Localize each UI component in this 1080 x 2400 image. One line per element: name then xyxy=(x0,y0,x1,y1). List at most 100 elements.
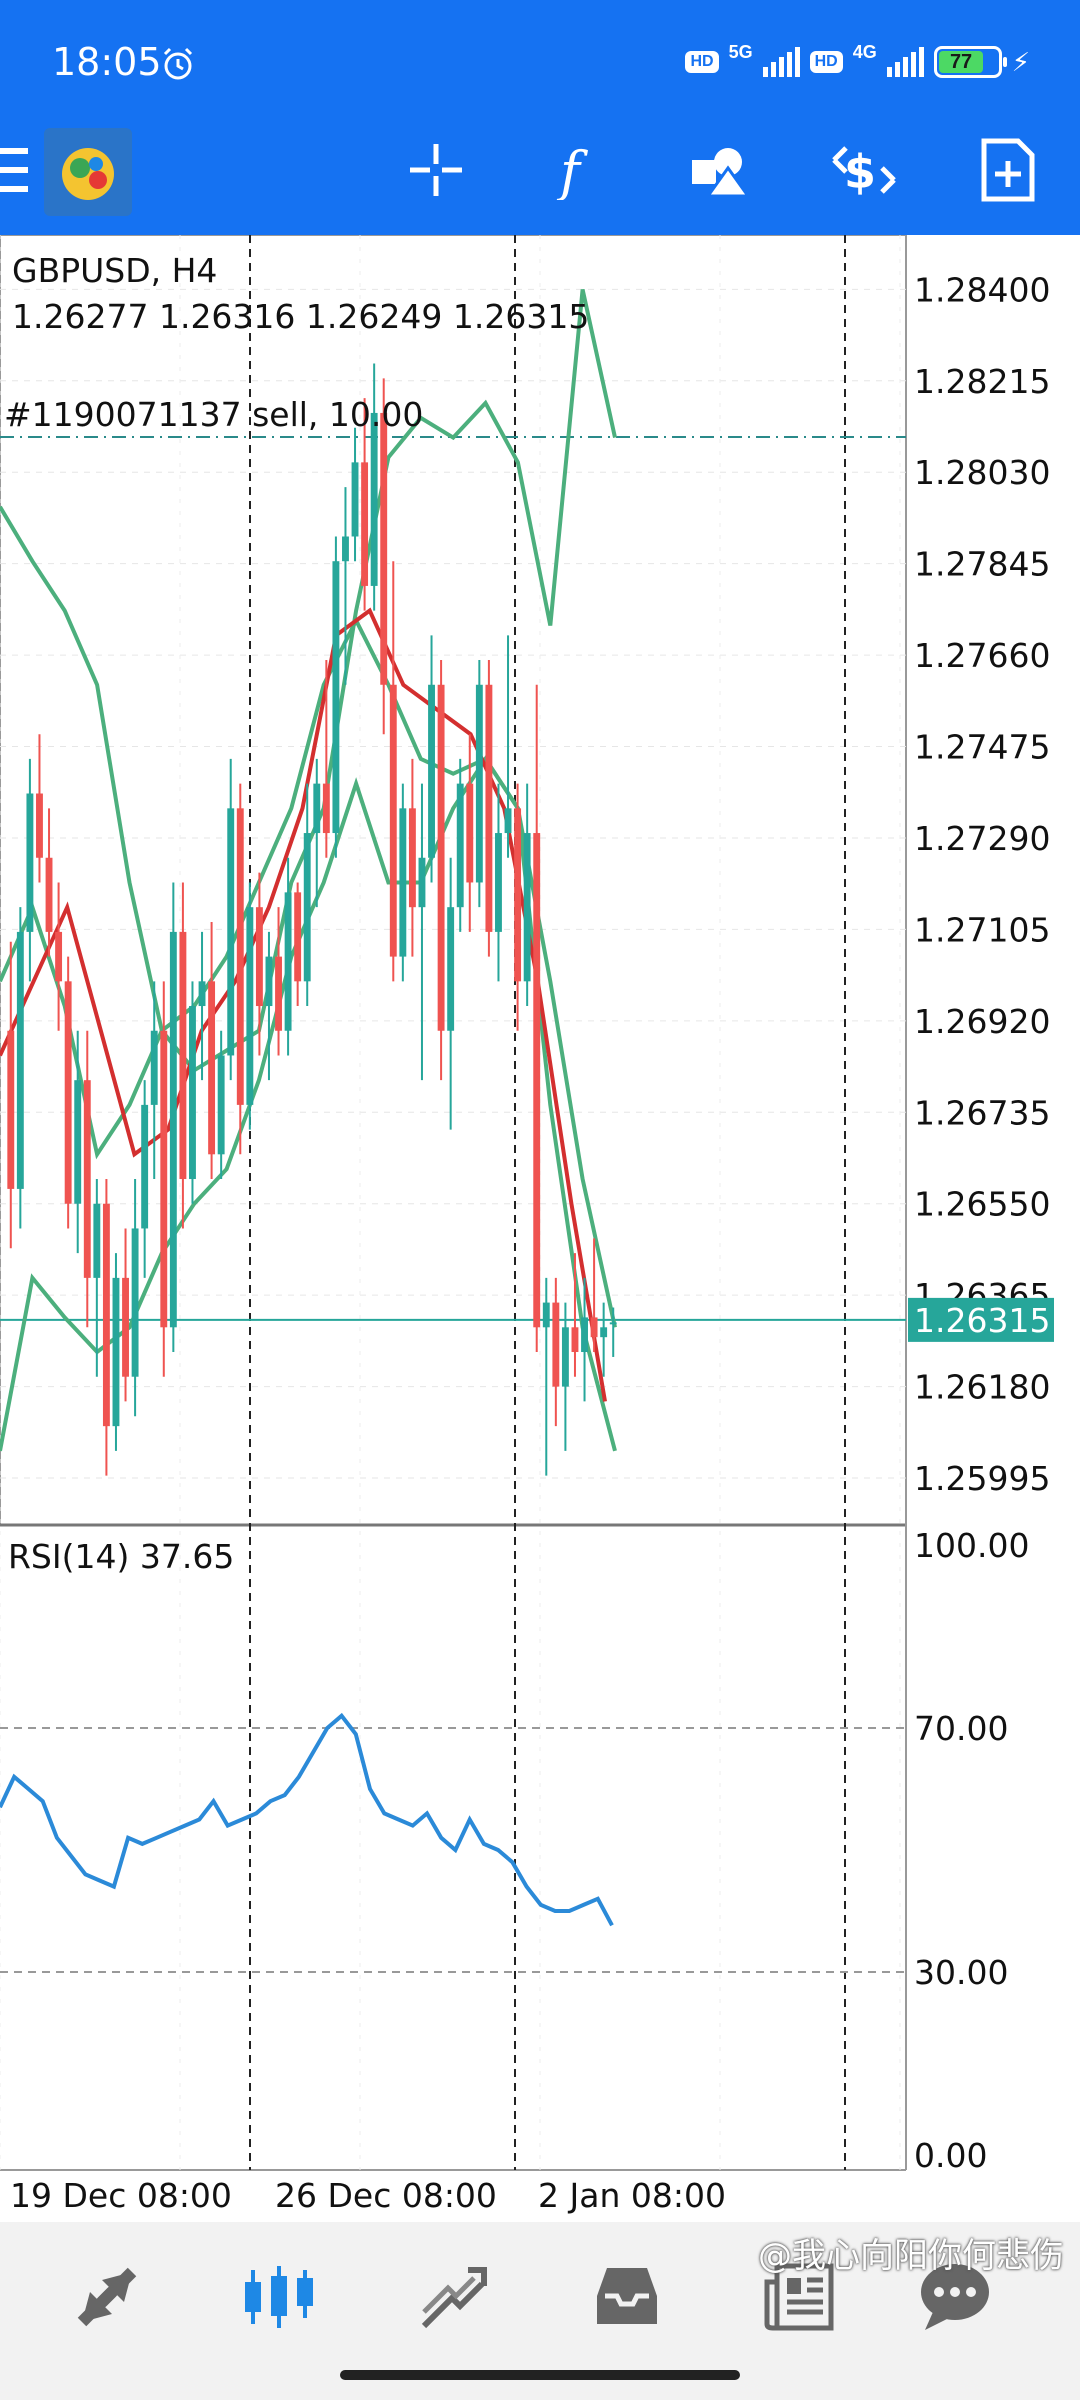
candle xyxy=(428,635,435,883)
candle-body xyxy=(189,1006,196,1180)
svg-text:f: f xyxy=(556,140,588,200)
candle xyxy=(542,1277,550,1476)
candle-body xyxy=(64,981,72,1204)
candle xyxy=(590,1238,598,1353)
chart-toolbar: f $ xyxy=(0,118,1080,228)
battery-icon: 77 xyxy=(933,46,1007,78)
candle-body xyxy=(581,1317,588,1353)
chart-area[interactable]: 1.28400 1.28215 1.28030 1.27845 1.27660 1.274… xyxy=(0,235,1080,2225)
candle-body xyxy=(475,684,483,883)
trade-icon[interactable] xyxy=(408,2252,498,2342)
candle xyxy=(399,783,407,982)
menu-icon[interactable] xyxy=(0,148,28,192)
candle-body xyxy=(590,1317,598,1338)
candle-body xyxy=(495,833,502,932)
trade-dollar-icon[interactable]: $ xyxy=(828,134,900,206)
candle xyxy=(600,1302,608,1377)
candle-body xyxy=(380,412,388,685)
candle xyxy=(160,981,168,1377)
candle xyxy=(246,882,254,1130)
candle-body xyxy=(447,907,455,1031)
quotes-icon[interactable] xyxy=(62,2252,152,2342)
price-tick-label: 1.26735 xyxy=(914,1093,1050,1132)
candle xyxy=(332,536,340,858)
candle xyxy=(322,660,330,858)
svg-text:$: $ xyxy=(844,145,876,199)
watermark: @我心向阳你何悲伤 xyxy=(758,2236,1064,2276)
candle xyxy=(74,1030,82,1254)
candle-body xyxy=(514,808,522,982)
ohlc-values: 1.26277 1.26316 1.26249 1.26315 xyxy=(12,297,590,336)
candle-body xyxy=(600,1327,608,1338)
candle-body xyxy=(571,1327,579,1353)
candle-body xyxy=(83,1080,91,1278)
candle xyxy=(189,981,196,1204)
candle xyxy=(198,931,206,1081)
news-icon[interactable] xyxy=(754,2252,844,2342)
candle-body xyxy=(74,1080,82,1204)
network-type-1: 5G xyxy=(728,41,753,62)
candle-body xyxy=(93,1203,101,1278)
chart-icon[interactable] xyxy=(234,2252,324,2342)
time-label: 26 Dec 08:00 xyxy=(275,2176,497,2215)
candle-body xyxy=(246,907,254,1105)
candle xyxy=(447,857,455,1130)
signal-icon-2 xyxy=(886,47,924,77)
symbol-timeframe: GBPUSD, H4 xyxy=(12,251,218,290)
candle xyxy=(122,1228,129,1402)
hd-badge-1: HD xyxy=(685,51,719,73)
candle-body xyxy=(437,684,445,1031)
candle xyxy=(83,1030,91,1328)
app-logo[interactable] xyxy=(44,128,132,216)
candle xyxy=(36,734,43,883)
candle-body xyxy=(7,1030,15,1189)
price-chart[interactable]: 1.28400 1.28215 1.28030 1.27845 1.27660 1.274… xyxy=(0,235,1080,2225)
price-tick-label: 1.27845 xyxy=(914,545,1050,584)
candle-body xyxy=(198,981,206,1007)
price-tick-label: 1.27105 xyxy=(914,910,1050,949)
candle xyxy=(466,734,474,932)
candle-body xyxy=(122,1277,129,1377)
home-indicator[interactable] xyxy=(340,2370,740,2380)
order-line-label[interactable]: #1190071137 sell, 10.00 xyxy=(4,395,424,434)
candle xyxy=(131,1179,139,1417)
candle xyxy=(389,561,397,982)
candle xyxy=(112,1253,120,1451)
candle-body xyxy=(313,783,321,834)
candle xyxy=(16,907,24,1229)
candle xyxy=(361,398,369,611)
candle xyxy=(475,660,483,908)
candle-body xyxy=(322,783,330,834)
indicators-f-icon[interactable]: f xyxy=(540,134,612,206)
history-icon[interactable] xyxy=(582,2252,672,2342)
candle xyxy=(418,783,426,1081)
candle-body xyxy=(141,1104,149,1229)
candle xyxy=(380,378,388,735)
candle xyxy=(45,808,53,957)
candle-body xyxy=(208,981,216,1155)
candle xyxy=(552,1277,560,1427)
candle-body xyxy=(561,1327,569,1387)
candle-body xyxy=(332,561,340,834)
candle-body xyxy=(609,1322,617,1325)
chat-icon[interactable] xyxy=(910,2252,1000,2342)
objects-icon[interactable] xyxy=(684,134,756,206)
price-tick-label: 1.26180 xyxy=(914,1368,1050,1407)
candle xyxy=(265,931,273,1081)
candle-body xyxy=(552,1302,560,1387)
price-tick-label: 1.28400 xyxy=(914,270,1050,309)
candle xyxy=(294,882,302,1007)
rsi-indicator xyxy=(0,1712,906,1973)
candle-body xyxy=(542,1302,550,1328)
bottom-navigation xyxy=(0,2222,1080,2400)
crosshair-icon[interactable] xyxy=(400,134,472,206)
candle xyxy=(571,1253,579,1377)
candle xyxy=(7,941,15,1249)
candle xyxy=(55,882,63,1031)
new-order-icon[interactable] xyxy=(972,134,1044,206)
main-chart-frame xyxy=(0,235,907,1526)
candle-body xyxy=(485,684,493,932)
candle-body xyxy=(342,536,349,562)
candle xyxy=(255,872,263,1056)
candle xyxy=(217,1030,225,1180)
